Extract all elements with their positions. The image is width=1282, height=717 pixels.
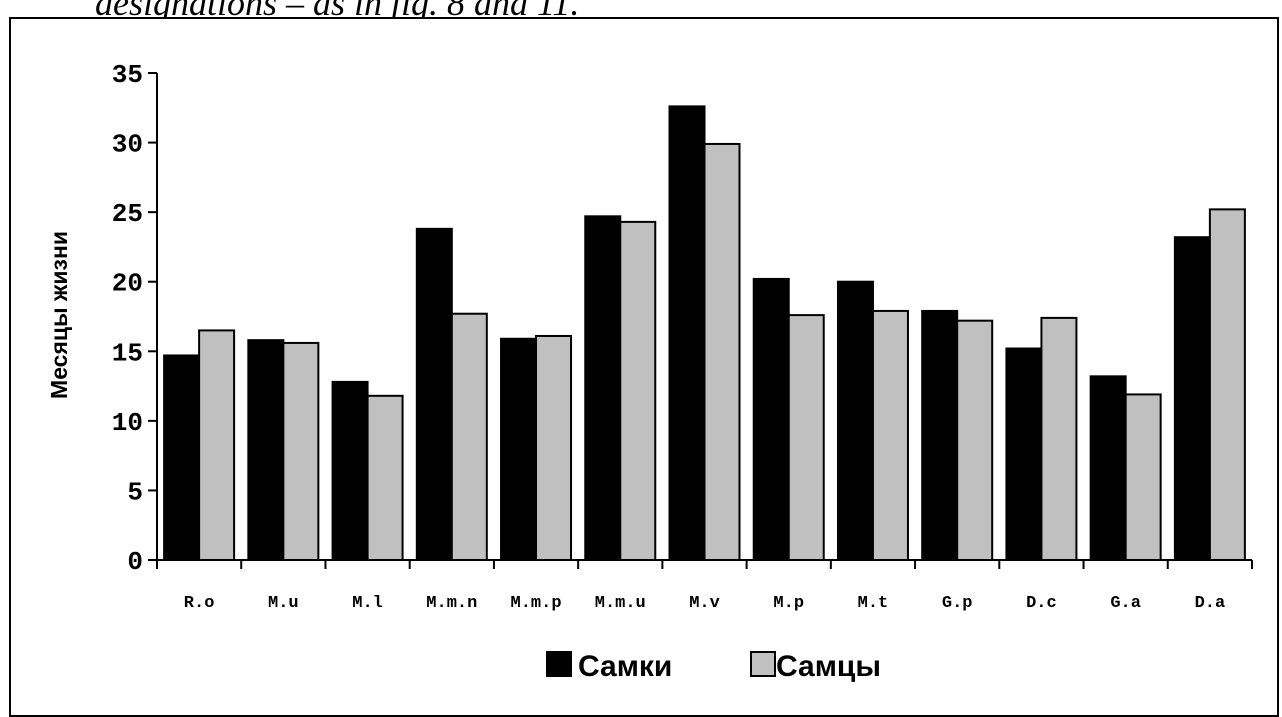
bars <box>163 105 1246 562</box>
bar-series-1 <box>1173 236 1211 561</box>
x-axis: R.o M.u M.l M.m.n M.m.p M.m.u M.v M.p M.t G.p D.c G… <box>156 559 1253 613</box>
x-tick-label: M.v <box>689 594 720 613</box>
x-tick-label: D.a <box>1195 594 1226 613</box>
bar-series-1 <box>500 337 538 561</box>
legend-label: Самцы <box>776 650 881 683</box>
bar-series-1 <box>163 354 201 561</box>
x-tick-label: D.c <box>1026 594 1057 613</box>
x-tick-label: G.a <box>1110 594 1141 613</box>
bar-series-1 <box>1005 347 1043 562</box>
legend-swatch <box>750 651 776 677</box>
x-tick-label: M.u <box>268 594 299 613</box>
y-tick-label: 35 <box>112 60 143 90</box>
bar-series-2 <box>703 142 741 561</box>
bar-series-2 <box>450 312 488 561</box>
bar-series-2 <box>198 329 236 561</box>
y-tick-label: 5 <box>127 477 143 507</box>
bar-series-1 <box>1089 375 1127 561</box>
x-tick-label: M.p <box>773 594 804 613</box>
bar-series-1 <box>247 339 285 562</box>
bar-series-1 <box>415 227 453 561</box>
bar-series-2 <box>787 314 825 562</box>
y-tick-label: 20 <box>112 269 143 299</box>
y-axis-label: Месяцы жизни <box>46 231 72 399</box>
y-axis: 0 5 10 15 20 25 30 35 <box>112 60 158 577</box>
bar-series-1 <box>836 280 874 561</box>
x-tick-label: M.m.u <box>595 594 646 613</box>
bar-series-2 <box>366 394 404 561</box>
bar-series-1 <box>668 105 706 561</box>
x-tick-label: R.o <box>184 594 215 613</box>
x-tick-label: M.t <box>858 594 889 613</box>
legend: Самки Самцы <box>546 650 881 683</box>
bar-series-1 <box>921 309 959 562</box>
bar-series-1 <box>752 277 790 561</box>
bar-series-2 <box>619 220 657 562</box>
legend-swatch <box>546 651 572 677</box>
bar-series-2 <box>1208 208 1246 562</box>
bar-series-2 <box>1124 393 1162 562</box>
bar-series-2 <box>956 319 994 561</box>
bar-series-2 <box>1040 316 1078 561</box>
bar-series-2 <box>282 341 320 561</box>
x-tick-label: M.m.p <box>511 594 562 613</box>
bar-series-1 <box>584 215 622 561</box>
y-tick-label: 10 <box>112 408 143 438</box>
x-tick-label: M.l <box>352 594 383 613</box>
y-tick-label: 25 <box>112 199 143 229</box>
y-tick-label: 15 <box>112 338 143 368</box>
legend-label: Самки <box>578 650 672 683</box>
x-tick-label: M.m.n <box>426 594 477 613</box>
bar-series-1 <box>331 380 369 562</box>
y-tick-label: 30 <box>112 130 143 160</box>
bar-series-2 <box>871 309 909 562</box>
x-tick-label: G.p <box>942 594 973 613</box>
y-tick-label: 0 <box>127 547 143 577</box>
bar-series-2 <box>535 334 573 562</box>
